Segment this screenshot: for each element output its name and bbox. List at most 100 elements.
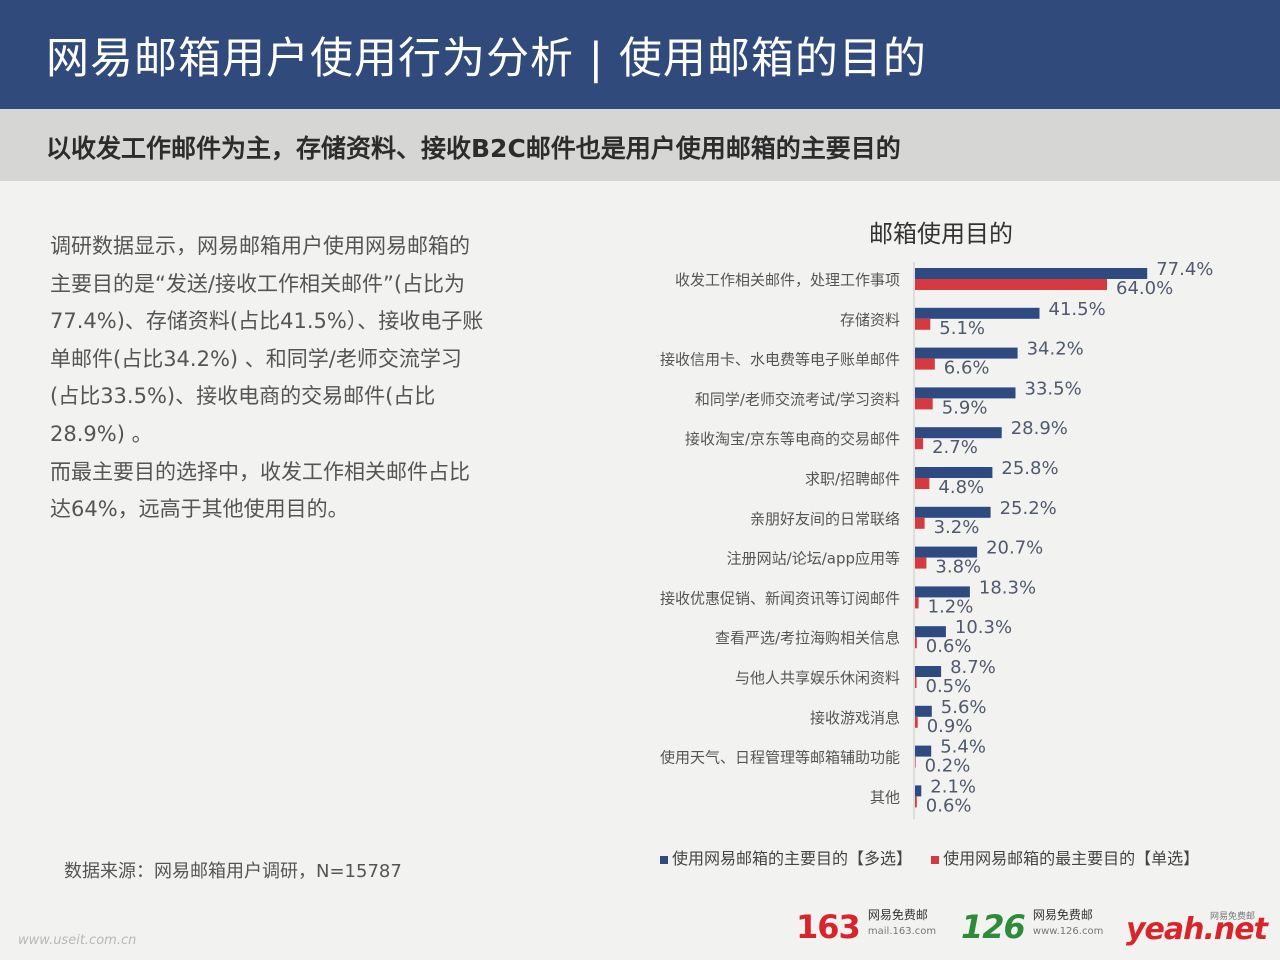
legend-label-single: 使用网易邮箱的最主要目的【单选】 (943, 849, 1200, 868)
page-subtitle: 以收发工作邮件为主，存储资料、接收B2C邮件也是用户使用邮箱的主要目的 (46, 134, 901, 163)
bar-single (915, 438, 924, 450)
value-label-single: 5.9% (942, 397, 988, 418)
bar-single (915, 478, 930, 489)
summary-paragraph-2: 而最主要目的选择中，收发工作相关邮件占比达64%，远高于其他使用目的。 (50, 459, 470, 522)
value-label-multi: 5.4% (940, 737, 986, 758)
bar-single (915, 557, 927, 569)
bar-multi (915, 347, 1018, 359)
bar-multi (915, 546, 978, 558)
bar-single (915, 637, 917, 649)
category-label: 接收优惠促销、新闻资讯等订阅邮件 (660, 589, 900, 607)
logo-126-text: 网易免费邮 www.126.com (1033, 908, 1103, 939)
bar-single (915, 517, 925, 529)
value-label-single: 5.1% (939, 318, 985, 339)
value-label-single: 6.6% (944, 358, 990, 379)
value-label-multi: 41.5% (1049, 299, 1106, 320)
value-label-multi: 77.4% (1156, 259, 1213, 280)
logo-yeah-name: 网易免费邮 (1210, 912, 1256, 922)
bar-multi (915, 626, 946, 638)
bar-multi (915, 427, 1002, 439)
category-label: 与他人共享娱乐休闲资料 (735, 669, 900, 687)
value-label-single: 0.5% (926, 676, 972, 697)
legend-swatch-multi (660, 855, 668, 864)
logo-126: 126 网易免费邮 www.126.com (961, 908, 1103, 946)
bar-single (915, 358, 935, 370)
bar-single (915, 398, 933, 410)
value-label-single: 64.0% (1116, 278, 1173, 299)
bar-multi (915, 467, 993, 478)
bar-single (915, 756, 916, 768)
bar-multi (915, 307, 1040, 319)
category-label: 使用天气、日程管理等邮箱辅助功能 (660, 749, 900, 767)
logo-yeah: yeah.net 网易免费邮 (1126, 912, 1268, 947)
category-label: 收发工作相关邮件，处理工作事项 (675, 271, 900, 289)
chart-title: 邮箱使用目的 (869, 220, 1013, 248)
logo-163-domain: mail.163.com (867, 926, 937, 937)
value-label-single: 3.2% (934, 517, 980, 538)
watermark: www.useit.com.cn (18, 933, 137, 948)
logo-163: 163 网易免费邮 mail.163.com (796, 908, 936, 946)
value-label-single: 0.6% (926, 636, 972, 657)
category-label: 求职/招聘邮件 (805, 470, 900, 488)
value-label-multi: 25.8% (1001, 458, 1058, 479)
category-label: 注册网站/论坛/app应用等 (727, 550, 900, 568)
legend-item-multi: 使用网易邮箱的主要目的【多选】 (660, 845, 912, 869)
summary-text: 调研数据显示，网易邮箱用户使用网易邮箱的主要目的是“发送/接收工作相关邮件”(占… (50, 228, 490, 529)
bar-multi (915, 705, 932, 717)
value-label-multi: 28.9% (1011, 418, 1068, 439)
bar-multi (915, 586, 970, 598)
header-bar: 网易邮箱用户使用行为分析 | 使用邮箱的目的 (0, 0, 1280, 109)
value-label-multi: 18.3% (979, 577, 1036, 598)
bar-single (915, 318, 931, 330)
page-title: 网易邮箱用户使用行为分析 | 使用邮箱的目的 (46, 34, 927, 84)
logo-126-number: 126 (961, 908, 1026, 946)
category-label: 接收游戏消息 (810, 709, 900, 727)
bar-multi (915, 785, 922, 797)
legend-label-multi: 使用网易邮箱的主要目的【多选】 (672, 849, 913, 868)
value-label-multi: 2.1% (930, 776, 976, 797)
logo-163-number: 163 (796, 908, 861, 946)
category-label: 查看严选/考拉海购相关信息 (715, 629, 900, 647)
logo-126-name: 网易免费邮 (1032, 908, 1093, 922)
logo-126-domain: www.126.com (1032, 926, 1104, 937)
bar-single (915, 796, 917, 808)
category-label: 其他 (870, 788, 900, 806)
value-label-single: 2.7% (932, 437, 978, 458)
value-label-multi: 10.3% (955, 617, 1012, 638)
value-label-multi: 5.6% (941, 697, 987, 718)
bar-single (915, 716, 918, 728)
value-label-multi: 8.7% (950, 657, 996, 678)
value-label-multi: 34.2% (1027, 339, 1084, 360)
value-label-single: 1.2% (928, 596, 974, 617)
category-label: 亲朋好友间的日常联络 (750, 510, 900, 528)
summary-paragraph-1: 调研数据显示，网易邮箱用户使用网易邮箱的主要目的是“发送/接收工作相关邮件”(占… (50, 234, 484, 446)
bar-single (915, 677, 917, 688)
value-label-single: 3.8% (935, 557, 981, 578)
value-label-multi: 33.5% (1025, 378, 1082, 399)
value-label-single: 0.2% (925, 756, 971, 777)
category-label: 接收信用卡、水电费等电子账单邮件 (660, 351, 900, 369)
bar-single (915, 597, 919, 609)
bar-multi (915, 268, 1148, 279)
value-label-single: 0.9% (927, 716, 973, 737)
logo-163-name: 网易免费邮 (867, 908, 928, 922)
chart-legend: 使用网易邮箱的主要目的【多选】 使用网易邮箱的最主要目的【单选】 (660, 845, 1213, 869)
bar-multi (915, 745, 932, 757)
bar-multi (915, 666, 942, 677)
bar-single (915, 279, 1107, 290)
value-label-multi: 25.2% (1000, 498, 1057, 519)
category-label: 和同学/老师交流考试/学习资料 (695, 390, 900, 408)
legend-item-single: 使用网易邮箱的最主要目的【单选】 (931, 845, 1199, 869)
bar-multi (915, 506, 991, 518)
subtitle-bar: 以收发工作邮件为主，存储资料、接收B2C邮件也是用户使用邮箱的主要目的 (0, 109, 1280, 181)
value-label-single: 0.6% (926, 795, 972, 816)
logo-yeah-text: yeah.net (1126, 912, 1268, 947)
legend-swatch-single (931, 855, 940, 864)
value-label-multi: 20.7% (986, 538, 1043, 559)
value-label-single: 4.8% (938, 477, 984, 498)
category-label: 存储资料 (840, 311, 900, 329)
data-source: 数据来源：网易邮箱用户调研，N=15787 (64, 861, 402, 882)
category-label: 接收淘宝/京东等电商的交易邮件 (685, 430, 900, 448)
bar-multi (915, 387, 1016, 399)
